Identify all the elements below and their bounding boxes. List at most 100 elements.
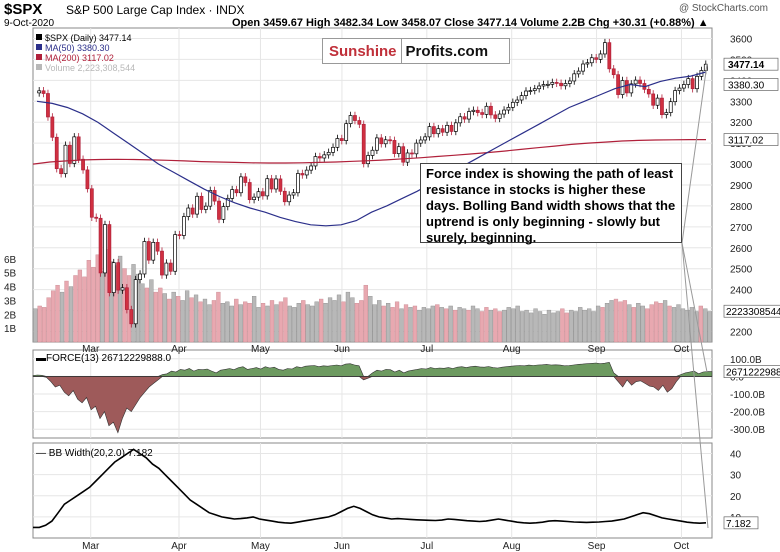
- candle-body: [138, 273, 142, 280]
- candle-body: [230, 189, 235, 199]
- candle-body: [37, 90, 42, 94]
- candle-body: [405, 152, 410, 163]
- price-y-tick: 2200: [730, 328, 753, 339]
- candle-body: [515, 99, 520, 103]
- volume-bar: [269, 300, 275, 343]
- candle-body: [396, 146, 401, 154]
- volume-bar: [332, 300, 337, 343]
- volume-bar: [310, 305, 315, 343]
- volume-bar: [680, 308, 686, 343]
- force-y-tick: -100.0B: [730, 390, 765, 401]
- volume-bar: [479, 311, 485, 343]
- candle-body: [190, 207, 195, 215]
- current-value-label: 3380.30: [728, 80, 765, 91]
- candle-body: [177, 234, 182, 236]
- volume-bar: [95, 254, 100, 343]
- candle-body: [379, 137, 384, 145]
- candle-body: [335, 138, 340, 148]
- volume-bar: [573, 311, 578, 343]
- candle-body: [260, 191, 265, 197]
- candle-body: [695, 76, 699, 90]
- candle-body: [269, 178, 274, 190]
- volume-bar: [645, 308, 650, 343]
- price-y-tick: 3200: [730, 118, 753, 129]
- volume-bar: [707, 311, 712, 343]
- candle-body: [524, 90, 528, 96]
- price-y-tick: 2700: [730, 223, 753, 234]
- candle-body: [164, 262, 169, 276]
- candle-body: [142, 241, 147, 275]
- candle-body: [550, 82, 555, 85]
- candle-body: [68, 144, 72, 164]
- candle-body: [221, 206, 226, 220]
- candle-body: [146, 241, 151, 261]
- annotation-pointer-bb: [681, 242, 709, 529]
- volume-bar: [506, 307, 511, 343]
- bb-width-line: [33, 448, 707, 529]
- volume-bar: [618, 301, 623, 343]
- volume-bar: [265, 305, 270, 343]
- candle-body: [388, 139, 392, 142]
- candle-body: [528, 90, 533, 92]
- candle-body: [620, 80, 625, 95]
- volume-bar: [613, 298, 619, 343]
- candle-body: [129, 309, 134, 325]
- volume-bar: [622, 300, 628, 343]
- annotation-pointer-force: [681, 242, 708, 373]
- candle-body: [85, 169, 90, 190]
- volume-bar: [167, 298, 172, 343]
- candle-body: [72, 136, 77, 164]
- volume-bar: [323, 303, 328, 343]
- candle-body: [168, 262, 173, 272]
- current-value-label: 3477.14: [728, 60, 765, 71]
- volume-bar: [604, 303, 610, 343]
- volume-bar: [631, 307, 636, 343]
- volume-bar: [82, 276, 87, 343]
- volume-bar: [600, 307, 605, 343]
- volume-bar: [73, 275, 78, 343]
- candle-body: [195, 195, 199, 215]
- bb-current-box: [723, 516, 759, 530]
- volume-bar: [193, 294, 199, 343]
- x-label-bottom-oct: Oct: [674, 541, 690, 552]
- candle-body: [353, 115, 357, 121]
- legend-swatch: [36, 44, 42, 50]
- volume-bar: [408, 307, 413, 343]
- volume-bar: [33, 308, 38, 343]
- volume-bar: [247, 303, 252, 343]
- volume-bar: [533, 308, 538, 343]
- volume-bar: [216, 291, 221, 343]
- volume-bar: [162, 293, 167, 343]
- volume-bar: [502, 309, 507, 343]
- volume-bar: [587, 308, 592, 343]
- volume-bar: [649, 304, 654, 343]
- candle-body: [89, 188, 94, 218]
- candle-body: [287, 194, 292, 203]
- volume-bar: [394, 301, 400, 343]
- candle-body: [445, 124, 449, 133]
- volume-bar: [220, 303, 225, 343]
- volume-bar: [363, 284, 368, 343]
- volume-bar: [68, 286, 74, 343]
- candle-body: [155, 242, 160, 252]
- volume-bar: [444, 308, 449, 343]
- candle-body: [616, 74, 620, 95]
- candle-body: [554, 82, 559, 84]
- volume-bar: [676, 304, 681, 343]
- candle-body: [357, 120, 362, 125]
- volume-bar: [421, 307, 427, 343]
- volume-y-tick: 3B: [4, 296, 17, 307]
- candle-body: [383, 139, 388, 145]
- volume-bar: [609, 300, 614, 343]
- candle-body: [326, 151, 331, 156]
- volume-bar: [488, 309, 494, 343]
- candle-body: [370, 149, 375, 156]
- x-label-top-oct: Oct: [674, 344, 690, 355]
- candle-body: [480, 112, 485, 115]
- legend-entry: $SPX (Daily) 3477.14: [45, 33, 132, 43]
- candle-body: [217, 200, 221, 220]
- volume-bar: [412, 305, 418, 343]
- x-label-bottom-aug: Aug: [503, 541, 521, 552]
- candle-body: [598, 53, 603, 60]
- volume-bar: [372, 304, 377, 343]
